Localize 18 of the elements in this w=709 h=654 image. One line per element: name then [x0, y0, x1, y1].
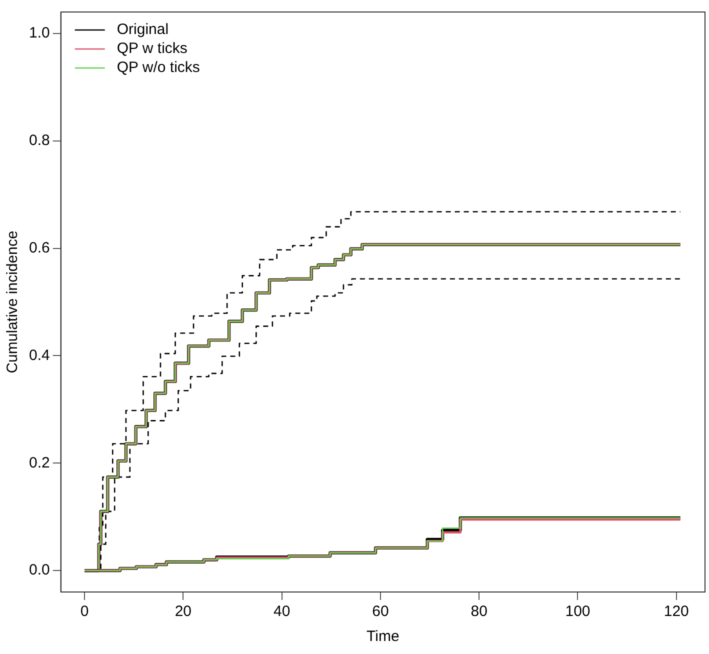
y-tick-label: 1.0	[28, 24, 50, 42]
x-axis-title: Time	[366, 628, 400, 646]
legend-label: QP w/o ticks	[116, 59, 200, 76]
x-tick-label: 40	[273, 603, 290, 620]
y-tick-label: 0.2	[28, 454, 50, 472]
x-tick-label: 0	[80, 603, 89, 620]
x-tick-label: 120	[664, 603, 689, 620]
legend-label: QP w ticks	[116, 40, 188, 58]
y-axis-title: Cumulative incidence	[4, 230, 22, 374]
x-tick-label: 100	[565, 603, 590, 620]
x-tick-label: 60	[372, 603, 389, 620]
y-tick-label: 0.4	[28, 346, 50, 364]
y-tick-label: 0.6	[28, 239, 50, 256]
x-tick-label: 80	[470, 603, 488, 620]
y-tick-label: 0.0	[28, 562, 50, 579]
legend-label: Original	[116, 21, 169, 38]
x-tick-label: 20	[174, 603, 192, 620]
y-tick-label: 0.8	[28, 132, 50, 150]
